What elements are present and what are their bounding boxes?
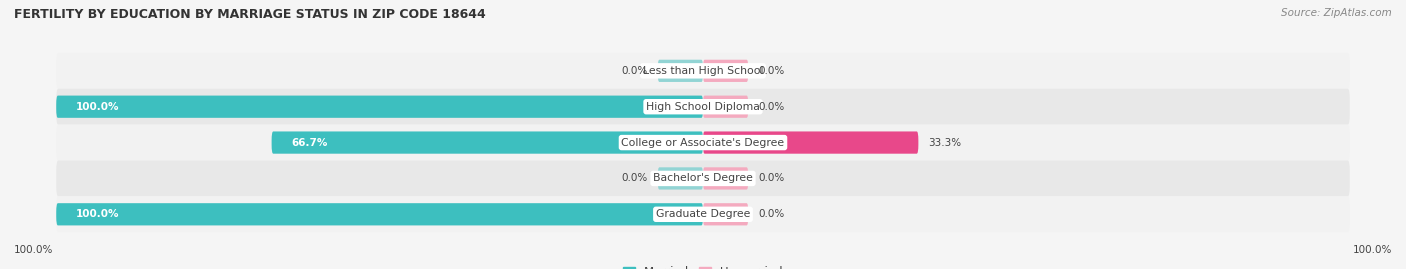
FancyBboxPatch shape bbox=[56, 89, 1350, 125]
Text: Less than High School: Less than High School bbox=[643, 66, 763, 76]
Text: High School Diploma: High School Diploma bbox=[647, 102, 759, 112]
Text: Graduate Degree: Graduate Degree bbox=[655, 209, 751, 219]
FancyBboxPatch shape bbox=[703, 132, 918, 154]
Text: 0.0%: 0.0% bbox=[621, 174, 648, 183]
FancyBboxPatch shape bbox=[703, 167, 748, 190]
Text: 0.0%: 0.0% bbox=[758, 102, 785, 112]
Text: 100.0%: 100.0% bbox=[1353, 245, 1392, 255]
Text: Bachelor's Degree: Bachelor's Degree bbox=[652, 174, 754, 183]
Text: 66.7%: 66.7% bbox=[291, 137, 328, 148]
Text: 0.0%: 0.0% bbox=[621, 66, 648, 76]
FancyBboxPatch shape bbox=[658, 60, 703, 82]
FancyBboxPatch shape bbox=[56, 125, 1350, 161]
FancyBboxPatch shape bbox=[658, 167, 703, 190]
Text: 100.0%: 100.0% bbox=[76, 209, 120, 219]
Text: 0.0%: 0.0% bbox=[758, 66, 785, 76]
FancyBboxPatch shape bbox=[56, 203, 703, 225]
FancyBboxPatch shape bbox=[56, 95, 703, 118]
Legend: Married, Unmarried: Married, Unmarried bbox=[623, 266, 783, 269]
Text: FERTILITY BY EDUCATION BY MARRIAGE STATUS IN ZIP CODE 18644: FERTILITY BY EDUCATION BY MARRIAGE STATU… bbox=[14, 8, 486, 21]
Text: 0.0%: 0.0% bbox=[758, 174, 785, 183]
FancyBboxPatch shape bbox=[271, 132, 703, 154]
Text: Source: ZipAtlas.com: Source: ZipAtlas.com bbox=[1281, 8, 1392, 18]
Text: 100.0%: 100.0% bbox=[76, 102, 120, 112]
FancyBboxPatch shape bbox=[703, 203, 748, 225]
Text: 100.0%: 100.0% bbox=[14, 245, 53, 255]
Text: College or Associate's Degree: College or Associate's Degree bbox=[621, 137, 785, 148]
FancyBboxPatch shape bbox=[703, 60, 748, 82]
Text: 0.0%: 0.0% bbox=[758, 209, 785, 219]
FancyBboxPatch shape bbox=[56, 161, 1350, 196]
FancyBboxPatch shape bbox=[703, 95, 748, 118]
Text: 33.3%: 33.3% bbox=[928, 137, 962, 148]
FancyBboxPatch shape bbox=[56, 196, 1350, 232]
FancyBboxPatch shape bbox=[56, 53, 1350, 89]
